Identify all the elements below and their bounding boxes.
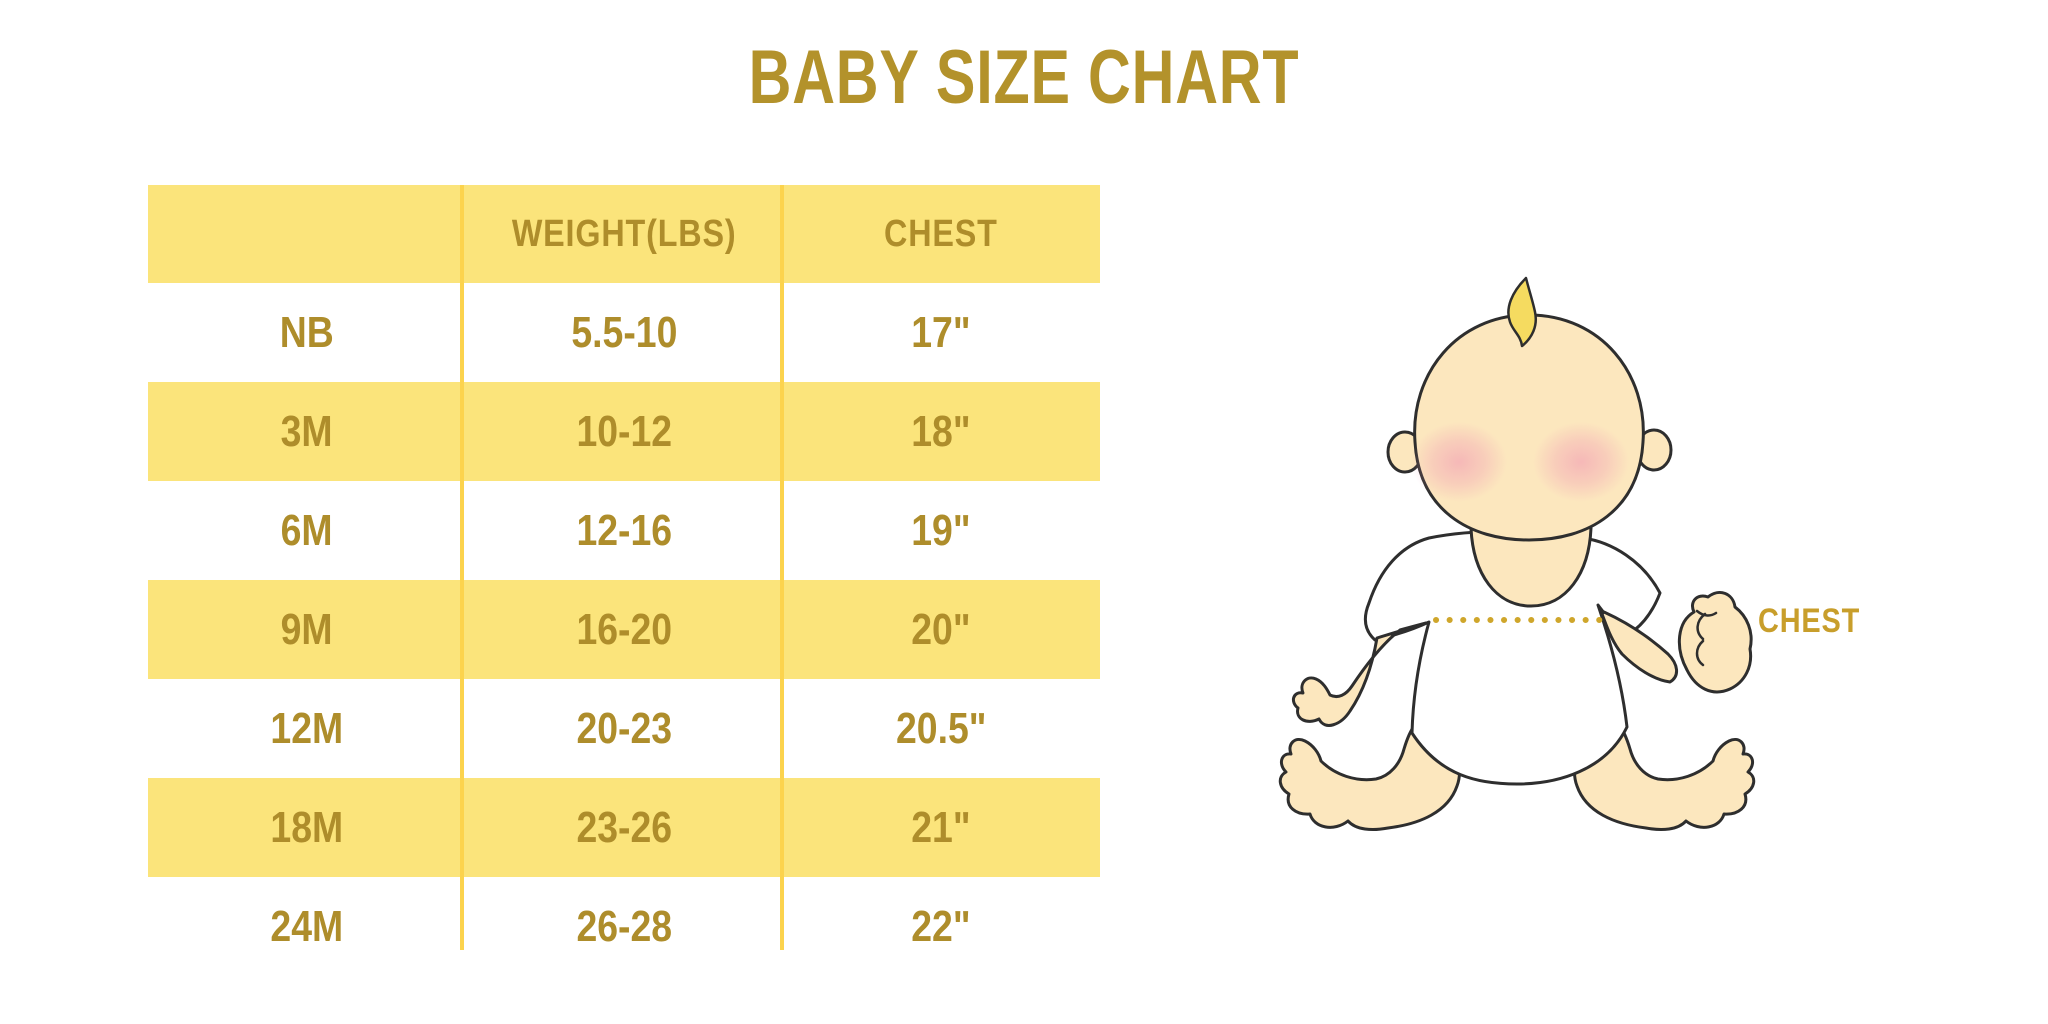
- table-row: 18M 23-26 21": [148, 778, 1100, 877]
- baby-right-forearm: [1600, 610, 1678, 684]
- table-row: NB 5.5-10 17": [148, 283, 1100, 382]
- baby-left-arm: [1291, 621, 1428, 727]
- baby-onesie: [1363, 529, 1662, 786]
- table-row: 9M 16-20 20": [148, 580, 1100, 679]
- weight-cell: 5.5-10: [570, 307, 678, 357]
- table-body: NB 5.5-10 17" 3M 10-12 18" 6M 12-16 19" 9M 16-20 20…: [148, 283, 1100, 976]
- table-column-divider: [460, 185, 464, 950]
- size-header-cell: [148, 185, 465, 283]
- size-cell: 6M: [280, 505, 333, 555]
- size-cell: NB: [279, 307, 334, 357]
- table-header-row: WEIGHT(LBS) CHEST: [148, 185, 1100, 283]
- baby-left-leg: [1278, 723, 1461, 831]
- baby-hair-curl: [1507, 276, 1537, 348]
- chest-cell: 18": [911, 406, 971, 456]
- chest-diagram-label: CHEST: [1758, 601, 1860, 640]
- weight-header-cell: WEIGHT(LBS): [511, 212, 737, 255]
- weight-cell: 12-16: [576, 505, 672, 555]
- table-row: 24M 26-28 22": [148, 877, 1100, 976]
- chest-cell: 17": [911, 307, 971, 357]
- table-row: 6M 12-16 19": [148, 481, 1100, 580]
- size-cell: 3M: [280, 406, 333, 456]
- baby-illustration: CHEST: [1278, 276, 1860, 832]
- chest-header-cell: CHEST: [884, 212, 999, 255]
- chest-cell: 19": [911, 505, 971, 555]
- size-cell: 9M: [280, 604, 333, 654]
- table-row: 3M 10-12 18": [148, 382, 1100, 481]
- size-cell: 12M: [270, 703, 344, 753]
- chest-cell: 21": [911, 802, 971, 852]
- baby-left-cheek-blush: [1411, 422, 1507, 502]
- size-cell: 18M: [270, 802, 344, 852]
- chest-cell: 20": [911, 604, 971, 654]
- baby-fist-knuckles: [1695, 609, 1718, 667]
- page-title: BABY SIZE CHART: [748, 35, 1300, 120]
- weight-cell: 10-12: [576, 406, 672, 456]
- chest-cell: 20.5": [896, 703, 987, 753]
- weight-cell: 26-28: [576, 901, 672, 951]
- baby-right-cheek-blush: [1533, 422, 1629, 502]
- weight-cell: 23-26: [576, 802, 672, 852]
- size-cell: 24M: [270, 901, 344, 951]
- size-table: WEIGHT(LBS) CHEST NB 5.5-10 17" 3M 10-12 18" 6…: [148, 185, 1100, 976]
- baby-legs: [1278, 723, 1756, 832]
- chest-cell: 22": [911, 901, 971, 951]
- table-column-divider: [780, 185, 784, 950]
- table-row: 12M 20-23 20.5": [148, 679, 1100, 778]
- weight-cell: 16-20: [576, 604, 672, 654]
- weight-cell: 20-23: [576, 703, 672, 753]
- baby-right-fist: [1677, 591, 1753, 694]
